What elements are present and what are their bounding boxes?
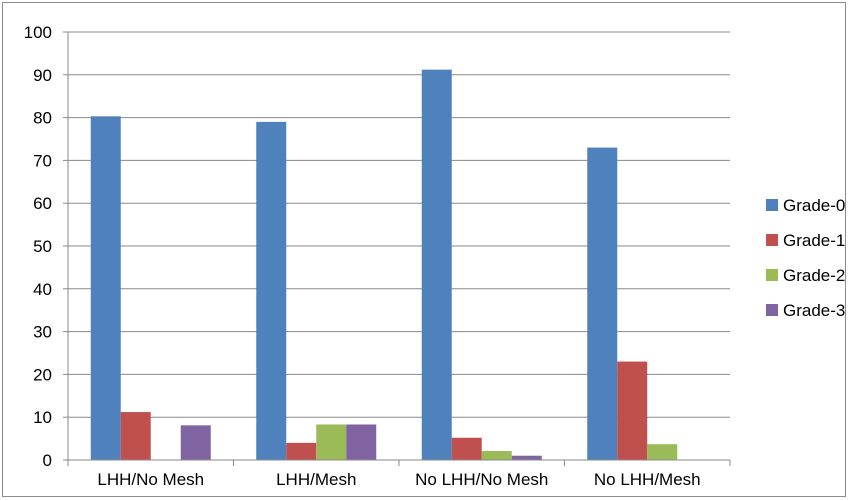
bar-grade-0-2 bbox=[421, 69, 452, 460]
x-tick-label: LHH/No Mesh bbox=[97, 470, 204, 489]
y-axis-ticks: 0 10 20 30 40 50 60 70 80 90 100 bbox=[24, 23, 68, 470]
y-tick-label: 70 bbox=[33, 151, 52, 170]
legend-swatch-grade-3 bbox=[766, 304, 778, 316]
y-tick-label: 0 bbox=[43, 451, 52, 470]
bar-grade-0-1 bbox=[256, 121, 287, 460]
bars bbox=[90, 69, 678, 460]
bar-grade-1-0 bbox=[120, 412, 151, 460]
y-tick-label: 90 bbox=[33, 66, 52, 85]
bar-grade-2-3 bbox=[647, 444, 678, 460]
bar-grade-2-2 bbox=[481, 451, 512, 460]
bar-grade-3-2 bbox=[511, 455, 542, 460]
legend: Grade-0 Grade-1 Grade-2 Grade-3 bbox=[766, 196, 845, 320]
y-tick-label: 10 bbox=[33, 408, 52, 427]
bar-grade-1-3 bbox=[617, 361, 648, 460]
legend-label-grade-1: Grade-1 bbox=[783, 231, 845, 250]
legend-label-grade-2: Grade-2 bbox=[783, 266, 845, 285]
legend-swatch-grade-2 bbox=[766, 269, 778, 281]
gridlines bbox=[68, 31, 730, 418]
x-tick-label: LHH/Mesh bbox=[276, 470, 356, 489]
x-tick-label: No LHH/Mesh bbox=[594, 470, 701, 489]
y-tick-label: 100 bbox=[24, 23, 52, 42]
bar-grade-1-2 bbox=[451, 437, 482, 460]
bar-grade-3-0 bbox=[180, 425, 211, 460]
legend-swatch-grade-0 bbox=[766, 199, 778, 211]
bar-grade-2-1 bbox=[316, 424, 347, 460]
legend-label-grade-3: Grade-3 bbox=[783, 301, 845, 320]
bar-grade-3-1 bbox=[346, 424, 377, 460]
bar-grade-0-3 bbox=[587, 147, 618, 460]
legend-label-grade-0: Grade-0 bbox=[783, 196, 845, 215]
y-tick-label: 80 bbox=[33, 109, 52, 128]
legend-swatch-grade-1 bbox=[766, 234, 778, 246]
x-tick-label: No LHH/No Mesh bbox=[415, 470, 548, 489]
y-tick-label: 40 bbox=[33, 280, 52, 299]
y-tick-label: 30 bbox=[33, 323, 52, 342]
y-tick-label: 60 bbox=[33, 194, 52, 213]
y-tick-label: 50 bbox=[33, 237, 52, 256]
x-axis-ticks: LHH/No Mesh LHH/Mesh No LHH/No Mesh No LHH/… bbox=[67, 460, 731, 489]
bar-grade-0-0 bbox=[90, 116, 121, 460]
y-tick-label: 20 bbox=[33, 365, 52, 384]
bar-grade-1-1 bbox=[286, 442, 317, 460]
